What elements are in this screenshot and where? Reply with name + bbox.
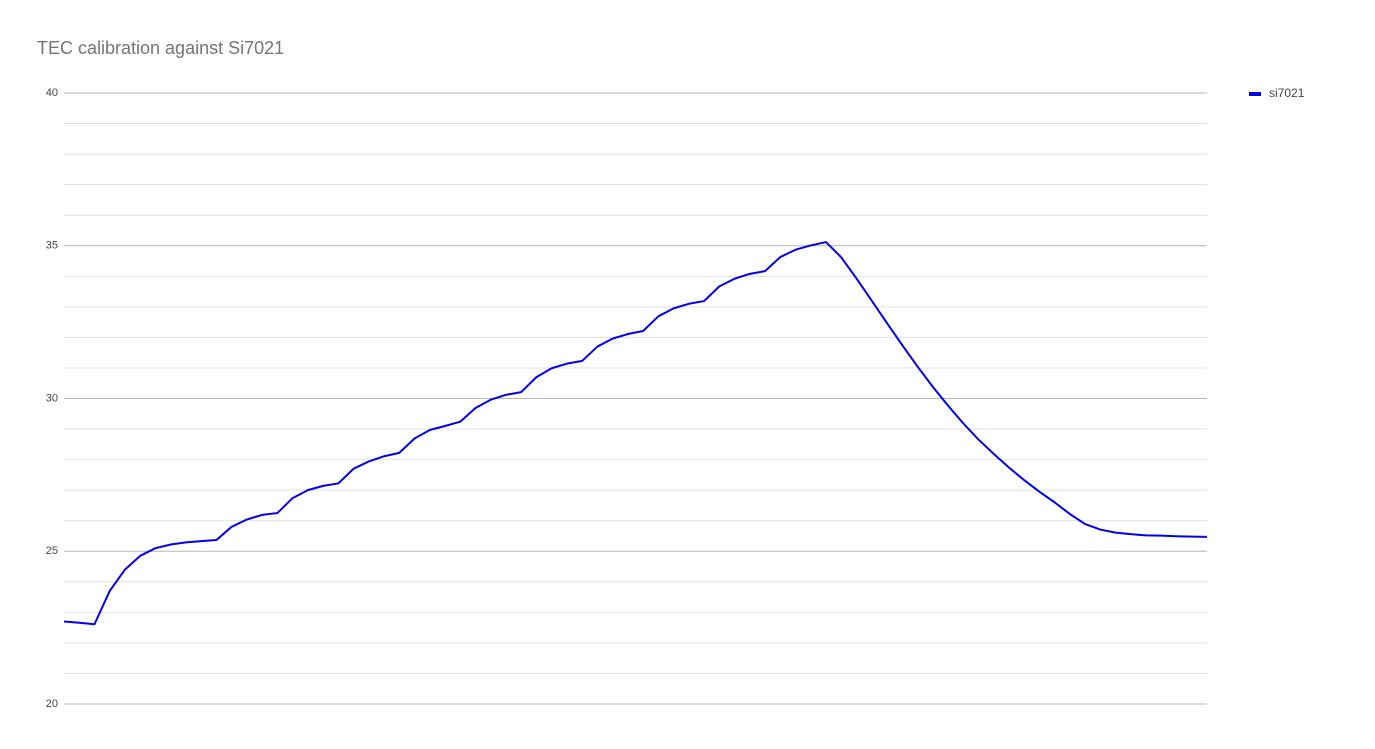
y-tick-label: 35 <box>46 240 58 252</box>
chart-title: TEC calibration against Si7021 <box>37 38 284 58</box>
y-tick-label: 20 <box>46 698 58 710</box>
y-tick-label: 25 <box>46 545 58 557</box>
y-tick-label: 40 <box>46 87 58 99</box>
data-line <box>63 241 1208 626</box>
y-tick-label: 30 <box>46 392 58 404</box>
legend-label: si7021 <box>1269 86 1305 100</box>
